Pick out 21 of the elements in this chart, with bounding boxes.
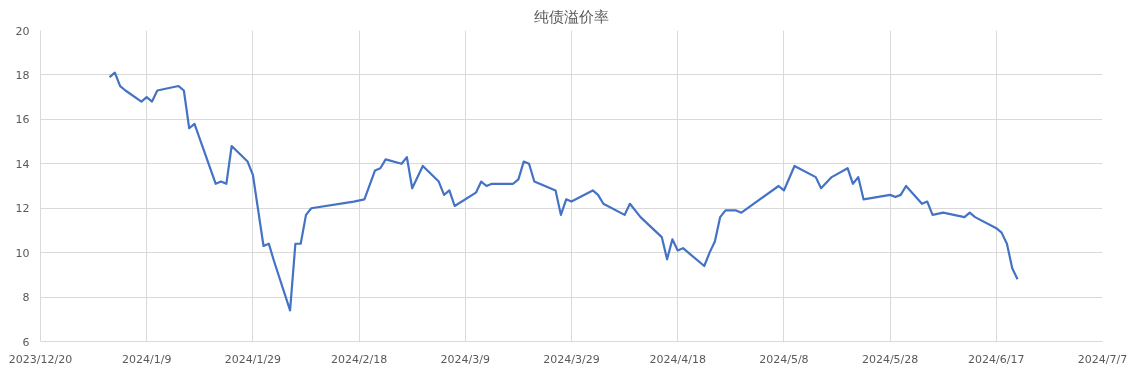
y-tick-label: 8 bbox=[22, 291, 30, 305]
y-tick-label: 6 bbox=[22, 335, 30, 349]
x-tick-label: 2024/5/28 bbox=[861, 352, 919, 366]
x-tick-label: 2024/4/18 bbox=[649, 352, 706, 366]
y-tick-label: 14 bbox=[15, 157, 30, 171]
x-tick-label: 2024/6/17 bbox=[968, 352, 1025, 366]
chart-title: 纯债溢价率 bbox=[534, 7, 609, 26]
x-tick-label: 2023/12/20 bbox=[8, 352, 73, 366]
y-tick-label: 18 bbox=[15, 68, 30, 82]
y-tick-label: 16 bbox=[15, 113, 30, 127]
y-tick-label: 10 bbox=[15, 246, 30, 260]
x-tick-label: 2024/1/29 bbox=[224, 352, 282, 366]
x-tick-label: 2024/5/8 bbox=[759, 352, 809, 366]
x-tick-label: 2024/3/9 bbox=[440, 352, 490, 366]
line-series bbox=[108, 71, 1019, 312]
x-tick-label: 2024/1/9 bbox=[122, 352, 172, 366]
y-tick-label: 12 bbox=[15, 202, 30, 216]
x-tick-label: 2024/2/18 bbox=[330, 352, 388, 366]
x-tick-label: 2024/3/29 bbox=[543, 352, 600, 366]
y-tick-label: 20 bbox=[15, 24, 30, 38]
x-tick-label: 2024/7/7 bbox=[1077, 352, 1128, 366]
